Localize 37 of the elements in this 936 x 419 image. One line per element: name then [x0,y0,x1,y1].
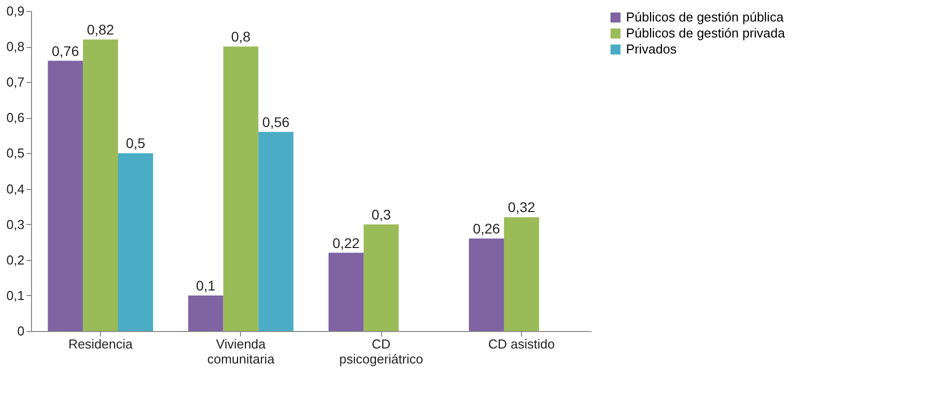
bar [48,60,83,331]
x-tick-label: CD asistido [488,336,555,352]
data-label: 0,26 [472,220,500,237]
y-tick-label: 0 [17,324,24,338]
legend-label: Privados [626,42,678,56]
y-tick-label: 0,9 [6,4,24,18]
data-label: 0,32 [508,199,536,216]
bar [258,132,294,331]
data-label: 0,5 [126,135,146,152]
y-tick-label: 0,3 [6,216,24,232]
bar [328,252,364,331]
data-label: 0,76 [52,42,80,59]
x-tick-label: Residencia [68,336,134,352]
data-label: 0,1 [196,277,216,294]
y-tick-label: 0,6 [6,110,24,126]
bar [364,224,399,331]
data-label: 0,8 [231,28,251,45]
bar [118,153,154,331]
data-label: 0,3 [371,206,392,222]
data-label: 0,82 [86,21,114,38]
legend-label: Públicos de gestión privada [626,26,786,40]
y-tick-label: 0,8 [6,39,24,54]
bar [223,46,258,331]
bar [82,39,118,331]
bar [468,238,504,331]
bar [504,217,540,331]
y-tick-label: 0,2 [6,252,24,268]
y-tick-label: 0,5 [6,146,24,161]
bar [188,295,224,331]
x-tick-label: CD psicogeriátrico [339,336,424,366]
y-tick-label: 0,4 [6,181,24,196]
data-label: 0,56 [262,114,290,130]
data-label: 0,22 [332,234,360,251]
x-tick-label: Vivienda comunitaria [207,336,276,366]
legend-label: Públicos de gestión pública [626,10,784,24]
y-tick-label: 0,7 [6,74,24,90]
y-tick-label: 0,1 [6,288,24,303]
